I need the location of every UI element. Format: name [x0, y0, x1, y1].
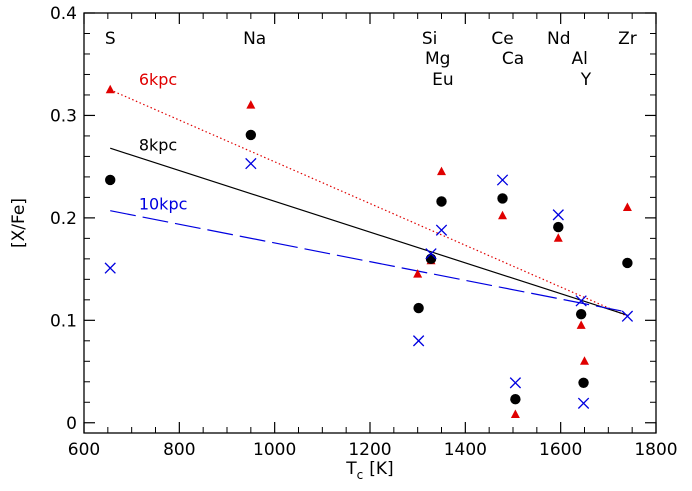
element-label: S	[105, 29, 116, 49]
point-10kpc	[245, 157, 257, 170]
point-10kpc	[552, 209, 564, 221]
x-axis-title-sub: c	[357, 468, 364, 482]
point-8kpc	[105, 174, 116, 186]
x-tick-label: 800	[163, 440, 195, 460]
point-6kpc	[246, 100, 256, 109]
point-6kpc	[105, 84, 115, 94]
x-axis-title-main: T	[345, 459, 357, 479]
x-tick-label: 1000	[253, 440, 296, 460]
point-10kpc	[621, 310, 634, 322]
element-label: Si	[422, 29, 438, 49]
x-tick-label: 1600	[539, 440, 582, 460]
point-6kpc	[413, 269, 423, 278]
point-10kpc	[575, 295, 587, 307]
element-label: Nd	[547, 29, 571, 49]
element-label: Mg	[425, 49, 450, 69]
data-markers	[104, 84, 634, 418]
x-tick-label: 1400	[444, 440, 487, 460]
trend-label-6kpc: 6kpc	[139, 70, 177, 89]
x-axis-title-unit: [K]	[369, 459, 393, 479]
point-10kpc	[425, 248, 437, 260]
element-label: Y	[580, 70, 592, 90]
y-tick-label: 0	[66, 414, 77, 434]
element-label: Eu	[432, 70, 454, 90]
element-label: Ce	[491, 29, 513, 49]
x-tick-label: 600	[68, 440, 100, 460]
x-axis-title: Tc [K]	[345, 459, 393, 482]
point-10kpc	[435, 224, 448, 236]
point-6kpc	[498, 210, 508, 220]
trend-label-10kpc: 10kpc	[139, 195, 188, 214]
point-6kpc	[553, 233, 563, 242]
x-tick-label: 1800	[634, 440, 677, 460]
point-6kpc	[622, 202, 632, 212]
trend-line-8kpc	[110, 147, 628, 316]
point-8kpc	[575, 308, 587, 320]
point-8kpc	[510, 393, 521, 405]
point-8kpc	[497, 193, 508, 204]
element-label: Ca	[502, 49, 524, 69]
point-10kpc	[104, 262, 116, 274]
point-6kpc	[437, 166, 446, 176]
trend-line-6kpc	[109, 89, 628, 317]
point-8kpc	[245, 129, 257, 141]
y-tick-label: 0.3	[50, 106, 77, 126]
point-10kpc	[496, 174, 509, 186]
trend-line-10kpc	[110, 210, 628, 313]
point-8kpc	[436, 196, 447, 207]
element-label: Na	[243, 29, 266, 49]
point-10kpc	[509, 377, 522, 389]
point-10kpc	[577, 397, 590, 409]
x-tick-label: 1200	[348, 440, 391, 460]
element-label: Al	[572, 49, 588, 69]
y-axis-title: [X/Fe]	[9, 198, 29, 248]
point-8kpc	[622, 257, 633, 269]
point-6kpc	[510, 409, 520, 418]
point-6kpc	[580, 356, 589, 365]
point-8kpc	[553, 221, 564, 233]
point-6kpc	[576, 320, 586, 329]
axis-ticks: 600 800 1000 1200 1400 1600 1800 0 0.1 0.2 0.3 0.4	[50, 4, 678, 460]
point-8kpc	[425, 253, 437, 265]
point-10kpc	[412, 335, 425, 347]
y-tick-label: 0.4	[50, 4, 77, 24]
y-tick-label: 0.1	[50, 311, 77, 331]
point-8kpc	[578, 377, 589, 389]
trend-labels: 6kpc 8kpc 10kpc	[139, 70, 188, 214]
element-label: Zr	[618, 29, 637, 49]
trend-lines	[109, 89, 628, 317]
y-tick-label: 0.2	[50, 209, 77, 229]
point-8kpc	[413, 302, 424, 314]
trend-label-8kpc: 8kpc	[139, 135, 177, 154]
